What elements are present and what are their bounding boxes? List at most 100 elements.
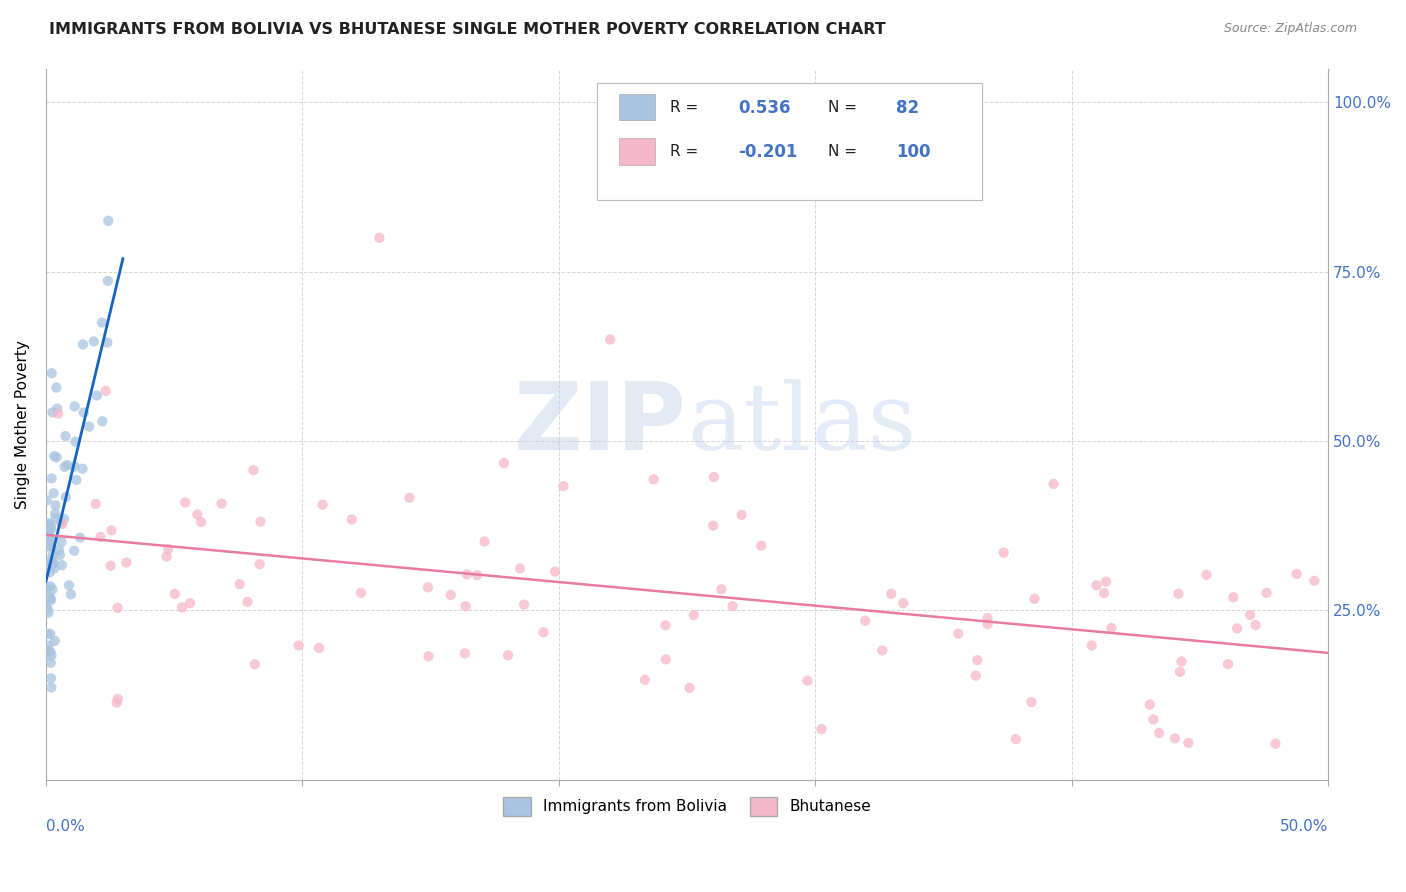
Point (1139, 698, 1161, 712)
Point (35, 539, 58, 553)
Point (1080, 639, 1102, 653)
Point (63, 544, 86, 558)
Point (749, 539, 772, 553)
Point (509, 561, 531, 575)
Point (49, 548, 72, 562)
Point (1092, 586, 1115, 600)
Point (948, 626, 970, 640)
Point (454, 646, 477, 660)
Text: -0.201: -0.201 (738, 143, 797, 161)
Point (1285, 566, 1308, 581)
Point (94, 384, 117, 398)
Point (682, 608, 704, 623)
Point (44, 507, 66, 521)
Point (1004, 732, 1026, 747)
Point (38, 523, 60, 537)
Point (703, 470, 725, 484)
Point (42, 555, 65, 569)
Point (38, 530, 60, 544)
Point (41, 681, 63, 695)
Point (1256, 586, 1278, 600)
Point (368, 231, 391, 245)
Point (41, 366, 63, 380)
Point (38, 537, 60, 551)
Point (39, 645, 62, 659)
Point (1239, 608, 1261, 623)
Text: IMMIGRANTS FROM BOLIVIA VS BHUTANESE SINGLE MOTHER POVERTY CORRELATION CHART: IMMIGRANTS FROM BOLIVIA VS BHUTANESE SIN… (49, 22, 886, 37)
Point (73, 406, 96, 420)
Text: Source: ZipAtlas.com: Source: ZipAtlas.com (1223, 22, 1357, 36)
Point (710, 582, 733, 597)
Point (1222, 590, 1244, 604)
Point (44, 633, 66, 648)
Point (63, 400, 86, 414)
Point (796, 673, 818, 688)
Point (41, 539, 63, 553)
Point (544, 565, 567, 579)
Point (243, 657, 266, 672)
Point (45, 511, 67, 525)
Point (51, 516, 73, 531)
Point (553, 479, 575, 493)
Point (39, 656, 62, 670)
Point (1264, 737, 1286, 751)
Point (59, 587, 82, 601)
Point (190, 515, 212, 529)
Point (249, 558, 271, 572)
FancyBboxPatch shape (619, 94, 655, 120)
Point (89, 530, 111, 544)
Point (634, 673, 657, 687)
Point (35, 539, 58, 553)
Point (311, 498, 333, 512)
Text: R =: R = (671, 145, 699, 159)
Point (1216, 657, 1239, 672)
Point (249, 515, 271, 529)
Point (456, 567, 478, 582)
Point (44, 450, 66, 464)
Point (702, 518, 724, 533)
Point (976, 611, 998, 625)
Point (492, 456, 515, 470)
Point (1085, 578, 1108, 592)
Point (170, 600, 193, 615)
Point (41, 582, 63, 597)
Point (100, 558, 122, 573)
Point (48, 543, 70, 558)
Point (39, 591, 62, 606)
Point (38, 516, 60, 531)
Point (416, 580, 439, 594)
Point (37, 643, 59, 657)
Text: N =: N = (828, 145, 858, 159)
Point (42, 486, 65, 500)
Point (91, 414, 114, 428)
Point (51, 558, 73, 573)
Point (35, 601, 58, 615)
Point (72, 337, 94, 351)
Point (496, 648, 519, 663)
Point (96, 335, 118, 350)
Point (97, 214, 120, 228)
Point (39, 565, 62, 579)
Point (1168, 665, 1191, 679)
Point (35, 525, 58, 540)
Point (45, 380, 67, 394)
Point (107, 692, 129, 706)
Point (107, 600, 129, 615)
Point (678, 681, 700, 695)
Point (993, 546, 1015, 560)
FancyBboxPatch shape (598, 83, 981, 200)
Point (39, 523, 62, 537)
Point (39, 627, 62, 641)
Text: atlas: atlas (688, 379, 917, 469)
Point (58, 578, 80, 592)
Point (1101, 621, 1123, 635)
Point (1095, 574, 1118, 589)
Point (39, 520, 62, 534)
Point (1195, 567, 1218, 582)
Point (38, 539, 60, 553)
Point (350, 586, 373, 600)
Point (37, 606, 59, 620)
FancyBboxPatch shape (619, 137, 655, 164)
Text: ZIP: ZIP (515, 378, 688, 470)
Point (49, 516, 72, 530)
